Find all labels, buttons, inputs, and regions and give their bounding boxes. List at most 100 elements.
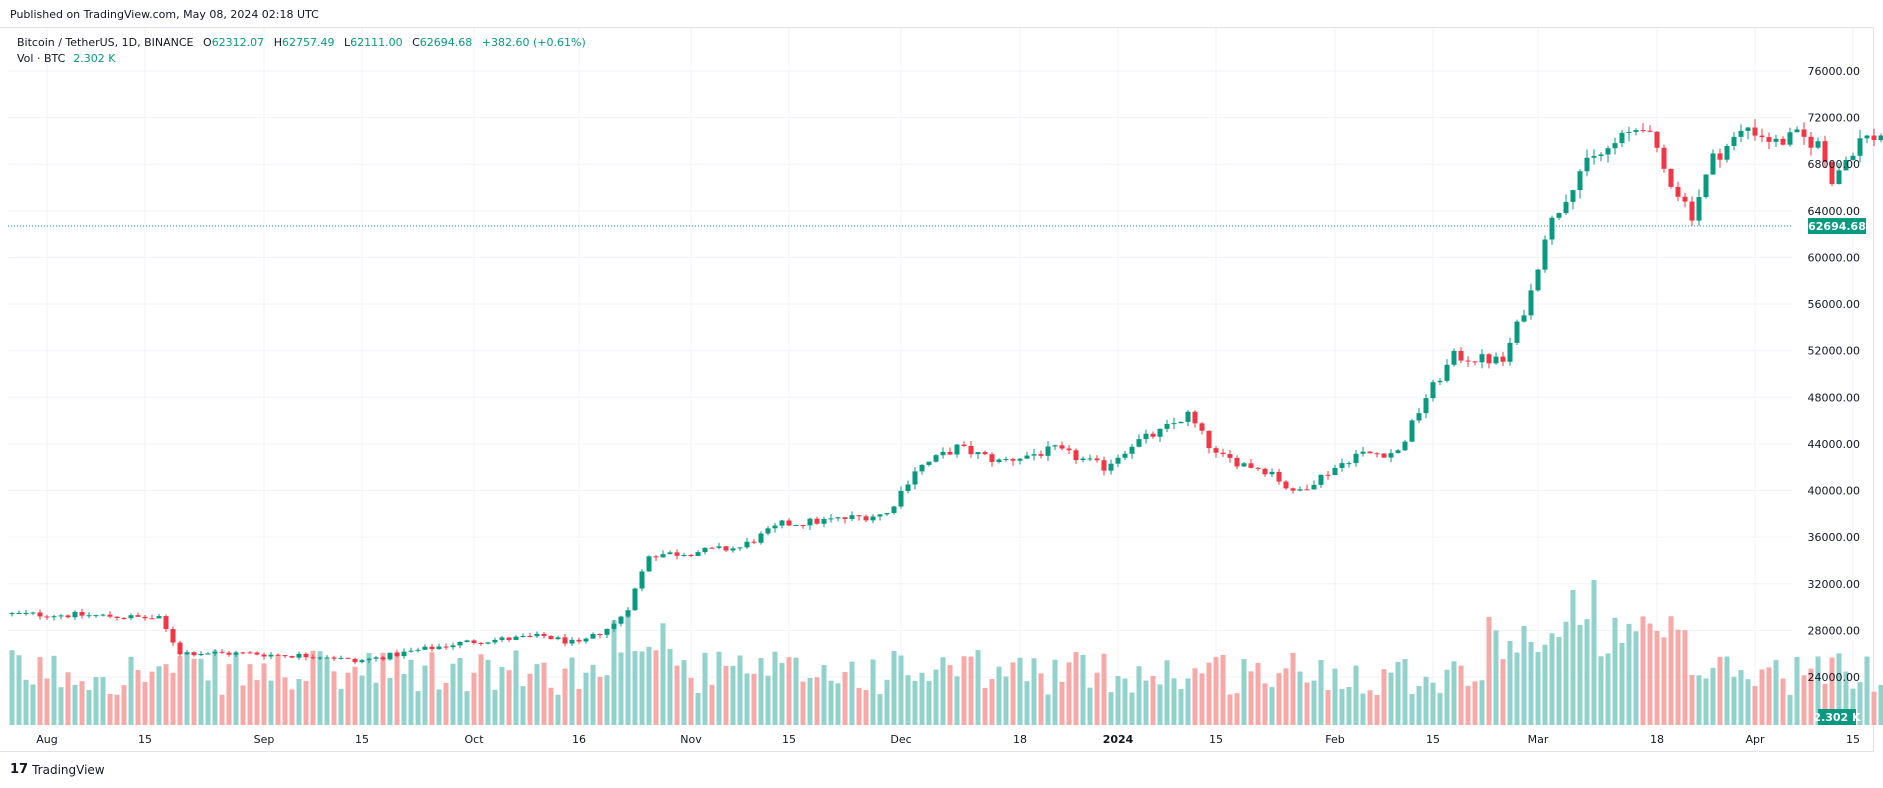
candle-body <box>506 637 512 640</box>
candle-body <box>485 642 491 644</box>
volume-bar <box>912 680 918 725</box>
volume-bar <box>1738 670 1744 725</box>
volume-bar <box>1577 624 1583 725</box>
volume-bar <box>58 687 64 725</box>
volume-bar <box>282 677 288 725</box>
volume-bar <box>891 651 897 725</box>
volume-bar <box>961 656 967 725</box>
candle-body <box>674 552 680 556</box>
chart-frame <box>0 27 1874 752</box>
volume-bar <box>1570 590 1576 725</box>
volume-bar <box>1878 684 1883 725</box>
volume-bar <box>667 648 673 725</box>
candle-body <box>121 618 127 620</box>
volume-bar <box>821 665 827 725</box>
volume-bar <box>506 670 512 725</box>
candle-body <box>1752 127 1758 136</box>
volume-bar <box>1402 659 1408 725</box>
volume-bar <box>1591 580 1597 725</box>
volume-bar <box>681 660 687 725</box>
volume-bar <box>1073 652 1079 725</box>
volume-bar <box>800 681 806 725</box>
candle-body <box>1689 201 1695 221</box>
candle-body <box>317 657 323 659</box>
volume-bar <box>1822 683 1828 725</box>
volume-bar <box>1395 661 1401 725</box>
price-axis: 24000.00 28000.00 32000.00 36000.00 40000.00… <box>1808 65 1861 684</box>
volume-bar <box>765 675 771 725</box>
volume-bar <box>1024 681 1030 725</box>
candle-body <box>555 637 561 640</box>
volume-bar <box>359 675 365 725</box>
volume-bar <box>1080 654 1086 725</box>
candle-body <box>1192 411 1198 424</box>
candle-body <box>37 612 43 617</box>
volume-bar <box>1766 667 1772 725</box>
candle-body <box>513 636 519 640</box>
volume-bar <box>1171 678 1177 725</box>
x-tick-label: 15 <box>138 733 152 746</box>
candle-body <box>1759 135 1765 138</box>
volume-bar <box>170 672 176 725</box>
candle-body <box>1857 138 1863 156</box>
candle-body <box>1668 168 1674 187</box>
volume-bar <box>1052 659 1058 725</box>
volume-bar <box>177 656 183 725</box>
candle-body <box>744 541 750 548</box>
candle-body <box>184 652 190 655</box>
volume-bar <box>401 673 407 725</box>
candle-body <box>1437 380 1443 383</box>
volume-bar <box>303 680 309 725</box>
candle-body <box>1598 154 1604 156</box>
volume-bar <box>114 694 120 725</box>
candle-body <box>205 653 211 655</box>
volume-bar <box>443 682 449 725</box>
volume-bar <box>1213 657 1219 725</box>
volume-bar <box>772 651 778 725</box>
tradingview-footer[interactable]: 17 TradingView <box>10 762 105 777</box>
candle-body <box>709 547 715 549</box>
candle-body <box>1395 450 1401 454</box>
volume-bar <box>198 658 204 725</box>
volume-bar <box>702 652 708 725</box>
volume-bar <box>1773 660 1779 725</box>
volume-bar <box>1318 659 1324 725</box>
y-tick-label: 60000.00 <box>1808 251 1861 264</box>
volume-bar <box>1150 675 1156 725</box>
high-label: H <box>273 36 282 49</box>
candle-body <box>93 615 99 617</box>
last-price-label: 62694.68 <box>1808 220 1866 233</box>
candle-body <box>814 518 820 524</box>
volume-bar <box>1556 637 1562 725</box>
volume-bar <box>513 650 519 725</box>
candle-body <box>233 652 239 655</box>
candle-body <box>919 464 925 472</box>
candle-body <box>1493 356 1499 364</box>
candle-body <box>1822 141 1828 163</box>
x-tick-label: Mar <box>1528 733 1549 746</box>
candle-body <box>1262 468 1268 475</box>
volume-bar <box>1437 692 1443 725</box>
volume-bar <box>646 646 652 725</box>
y-tick-label: 48000.00 <box>1808 391 1861 404</box>
candle-body <box>1367 451 1373 454</box>
change-value: +382.60 (+0.61%) <box>481 36 586 49</box>
candle-body <box>1311 484 1317 490</box>
volume-bar <box>576 688 582 725</box>
volume-bar <box>1486 616 1492 725</box>
volume-bar <box>128 656 134 725</box>
candle-body <box>730 548 736 551</box>
y-tick-label: 24000.00 <box>1808 671 1861 684</box>
last-volume-label: 2.302 K <box>1813 711 1861 724</box>
volume-bar <box>387 677 393 725</box>
volume-bar <box>1339 688 1345 725</box>
candle-body <box>163 616 169 630</box>
x-tick-label: Apr <box>1745 733 1765 746</box>
candle-body <box>1185 411 1191 422</box>
candle-body <box>415 649 421 651</box>
candle-body <box>464 640 470 642</box>
volume-bar <box>1815 656 1821 725</box>
volume-bar <box>65 672 71 725</box>
candle-body <box>1591 155 1597 158</box>
